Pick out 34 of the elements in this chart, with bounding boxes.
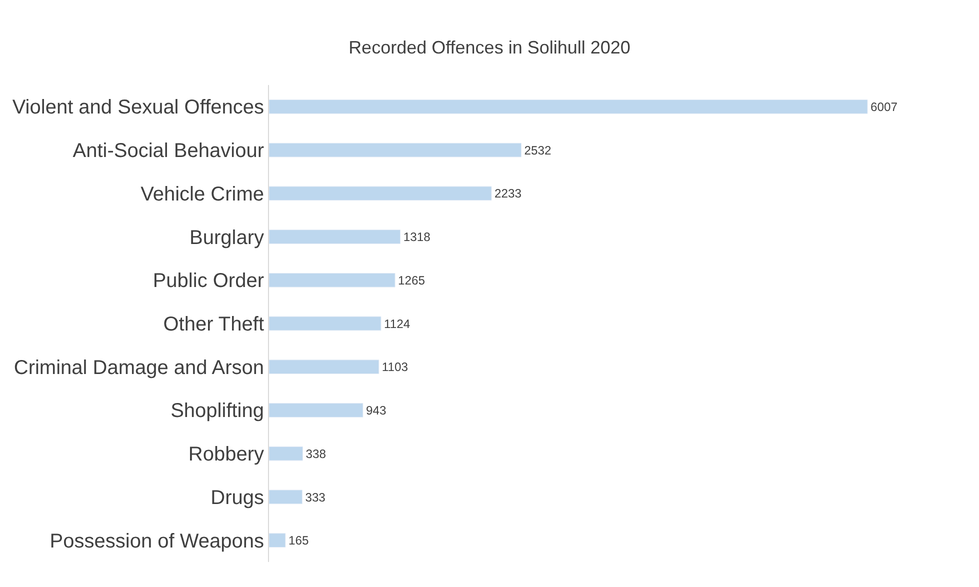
data-label: 1103 [382,360,408,374]
bar [269,533,286,548]
data-label: 165 [288,534,309,548]
y-tick-label: Shoplifting [170,400,264,422]
bar [269,360,380,374]
y-tick-label: Anti-Social Behaviour [72,140,264,162]
data-label: 6007 [870,100,898,114]
y-tick-label: Criminal Damage and Arson [14,356,264,379]
y-tick-label: Public Order [152,270,264,292]
data-label: 2532 [524,143,552,158]
data-label: 2233 [494,186,522,201]
bar [269,490,302,504]
y-tick-label: Vehicle Crime [140,183,264,206]
bar [269,316,382,331]
data-label: 338 [306,446,326,461]
data-label: 943 [366,404,386,418]
y-tick-label: Burglary [190,226,264,249]
y-tick-label: Drugs [210,486,264,509]
y-tick-label: Possession of Weapons [50,530,264,552]
bar [269,403,364,418]
data-label: 1318 [403,230,431,244]
data-label: 1124 [384,316,410,331]
y-tick-label: Other Theft [163,314,264,336]
bar [269,272,396,288]
bar [269,186,492,201]
bar [269,142,522,158]
chart-title: Recorded Offences in Solihull 2020 [348,38,630,58]
bar [269,99,868,114]
y-tick-label: Violent and Sexual Offences [12,96,264,119]
data-label: 333 [305,490,326,504]
data-label: 1265 [398,273,426,288]
bar [269,230,401,244]
bar [269,446,303,461]
y-tick-label: Robbery [188,444,264,466]
